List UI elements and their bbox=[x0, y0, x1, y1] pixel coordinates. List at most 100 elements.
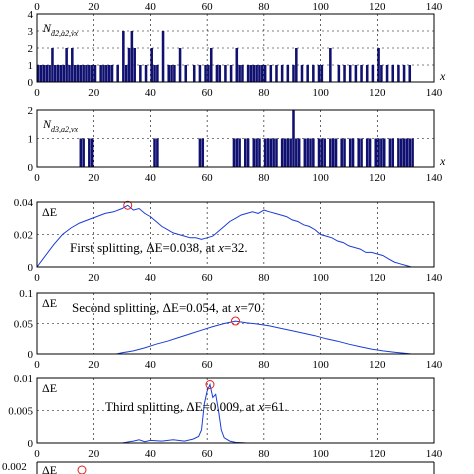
panel-6-partial: 0.002 ΔE bbox=[2, 461, 435, 474]
x-ticks-panel-2: 0 20 40 60 80 100 120 140 bbox=[34, 172, 443, 184]
annotation-part: =0.054, at bbox=[179, 300, 235, 315]
bar bbox=[391, 138, 395, 167]
y-tick-label: 2 bbox=[28, 105, 34, 117]
bar bbox=[286, 138, 290, 167]
bar bbox=[354, 65, 358, 82]
bar bbox=[167, 65, 170, 82]
x-tick-label: 0 bbox=[34, 448, 40, 460]
panel-2: 0 1 2N d3,a2,vx x bbox=[28, 105, 447, 174]
x-tick-label: 100 bbox=[312, 87, 329, 99]
bar bbox=[198, 65, 202, 82]
y-tick-label: 0 bbox=[28, 262, 34, 274]
bar bbox=[79, 138, 83, 167]
bar bbox=[90, 65, 94, 82]
x-tick-label: 100 bbox=[312, 272, 329, 284]
x-ticks-panel-4: 0 20 40 60 80 100 120 140 bbox=[34, 359, 443, 371]
x-tick-label: 120 bbox=[369, 272, 386, 284]
bar bbox=[295, 48, 298, 82]
x-tick-label: 60 bbox=[202, 272, 214, 284]
plot-frame bbox=[36, 109, 435, 168]
bar bbox=[334, 138, 338, 167]
annotation-part: Second splitting, bbox=[72, 300, 163, 315]
bar bbox=[377, 48, 380, 82]
x-axis-label: x bbox=[439, 154, 446, 168]
y-axis-label: N bbox=[42, 21, 52, 35]
x-tick-label: 140 bbox=[426, 87, 443, 99]
y-tick-label: 0.01 bbox=[14, 373, 33, 385]
bar bbox=[130, 31, 134, 82]
panel-1: 0 1 2 3 4N d2,a2,vx x bbox=[28, 9, 447, 89]
bar bbox=[198, 138, 202, 167]
bar bbox=[79, 65, 83, 82]
bar bbox=[238, 65, 241, 82]
x-tick-label: 120 bbox=[369, 87, 386, 99]
bar bbox=[368, 138, 372, 167]
y-axis-label: N bbox=[42, 117, 52, 131]
bar bbox=[76, 65, 80, 82]
y-tick-label: 1 bbox=[28, 60, 34, 72]
bar bbox=[300, 65, 304, 82]
bar bbox=[93, 65, 97, 82]
bar bbox=[156, 65, 159, 82]
bar bbox=[156, 138, 159, 167]
bar bbox=[42, 65, 46, 82]
x-tick-label: 100 bbox=[312, 448, 329, 460]
y-tick-label: 0 bbox=[28, 162, 34, 174]
bar bbox=[252, 65, 256, 82]
bar bbox=[59, 65, 63, 82]
bar bbox=[153, 138, 156, 167]
plot-frame bbox=[36, 292, 435, 355]
bar bbox=[317, 65, 321, 82]
annotation-part: Third splitting, bbox=[105, 399, 186, 414]
bar bbox=[71, 48, 74, 82]
x-tick-label: 100 bbox=[312, 359, 329, 371]
bar bbox=[170, 65, 173, 82]
annotation-part: x bbox=[234, 300, 241, 315]
bar bbox=[351, 138, 355, 167]
y-axis-label: ΔE bbox=[42, 205, 57, 219]
x-tick-label: 60 bbox=[202, 1, 214, 13]
bar bbox=[348, 65, 352, 82]
panel-4: 0 0.05 0.1 ΔE bbox=[14, 288, 435, 361]
x-tick-label: 120 bbox=[369, 1, 386, 13]
bar bbox=[280, 138, 284, 167]
x-tick-label: 120 bbox=[369, 172, 386, 184]
bar bbox=[54, 65, 57, 82]
bar bbox=[65, 48, 68, 82]
splitting-annotation: Second splitting, ΔE=0.054, at x=70. bbox=[72, 300, 264, 315]
bar bbox=[289, 138, 292, 167]
bar bbox=[178, 48, 182, 82]
y-tick-label: 0.05 bbox=[14, 319, 34, 331]
x-tick-label: 120 bbox=[369, 448, 386, 460]
bar bbox=[173, 65, 176, 82]
splitting-annotation: First splitting, ΔE=0.038, at x=32. bbox=[70, 240, 248, 255]
bar bbox=[246, 138, 250, 167]
bar bbox=[408, 65, 412, 82]
x-tick-label: 60 bbox=[202, 172, 214, 184]
plot-frame bbox=[36, 377, 435, 444]
bar bbox=[133, 48, 136, 82]
bar bbox=[385, 65, 389, 82]
bar bbox=[269, 65, 273, 82]
bar bbox=[306, 65, 309, 82]
bar bbox=[252, 138, 256, 167]
bar bbox=[380, 65, 383, 82]
bar bbox=[192, 65, 196, 82]
bar bbox=[317, 138, 321, 167]
annotation-part: =32. bbox=[224, 240, 248, 255]
x-tick-label: 120 bbox=[369, 359, 386, 371]
plot-frame bbox=[36, 13, 435, 83]
bar bbox=[88, 138, 91, 167]
x-tick-label: 40 bbox=[145, 448, 157, 460]
x-tick-label: 20 bbox=[88, 448, 100, 460]
bar bbox=[107, 65, 111, 82]
bar bbox=[329, 48, 332, 82]
annotation-part: =70. bbox=[240, 300, 264, 315]
x-tick-label: 40 bbox=[145, 172, 157, 184]
x-tick-label: 140 bbox=[426, 359, 443, 371]
y-tick-label: 0.002 bbox=[2, 461, 27, 473]
bar bbox=[255, 138, 258, 167]
bar bbox=[144, 65, 148, 82]
x-tick-label: 40 bbox=[145, 1, 157, 13]
bar bbox=[105, 65, 108, 82]
